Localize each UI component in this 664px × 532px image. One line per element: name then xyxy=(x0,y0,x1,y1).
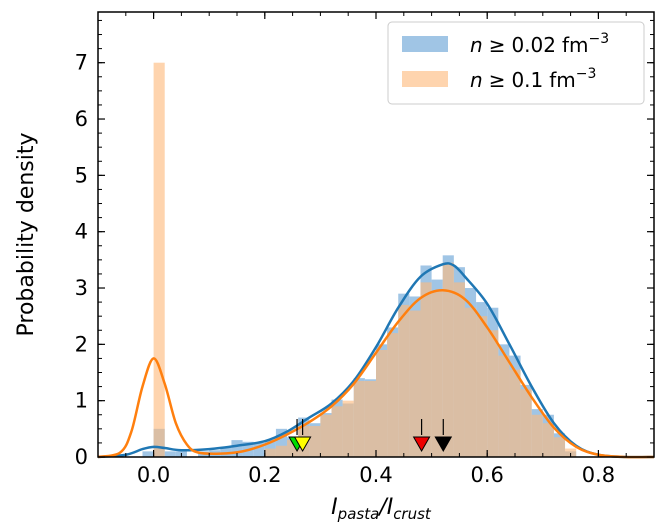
x-tick-label: 0.6 xyxy=(470,463,503,487)
y-tick-label: 7 xyxy=(75,51,88,75)
orange-histogram-bar xyxy=(309,426,321,457)
orange-histogram-bar xyxy=(431,290,443,457)
blue-histogram-bar xyxy=(231,440,243,457)
orange-histogram-bar xyxy=(275,445,288,457)
orange-histogram-bar xyxy=(264,448,276,457)
orange-histogram-bar xyxy=(353,380,365,457)
orange-histogram-bar xyxy=(520,389,532,457)
x-label-sub1: pasta xyxy=(337,505,380,523)
x-label-main: I xyxy=(331,495,338,520)
orange-histogram-bar xyxy=(464,307,477,457)
orange-histogram-bar xyxy=(453,282,465,457)
orange-histogram-bar xyxy=(442,262,454,457)
y-tick-label: 1 xyxy=(75,389,88,413)
y-tick-label: 3 xyxy=(75,276,88,300)
orange-histogram-bar xyxy=(542,423,554,457)
legend-box xyxy=(387,21,645,105)
blue-histogram-bar xyxy=(142,451,154,457)
legend-swatch-blue xyxy=(402,36,448,52)
x-label-sub2: crust xyxy=(393,505,432,523)
orange-histogram-bar xyxy=(409,310,421,457)
marker-triangle xyxy=(293,436,312,453)
y-tick-label: 2 xyxy=(75,332,88,356)
orange-histogram-bar xyxy=(398,304,410,457)
legend-swatch-orange xyxy=(402,71,448,87)
legend-entry-blue: n ≥0.02 fm−3 xyxy=(470,31,609,57)
orange-histogram-bar xyxy=(565,448,577,457)
blue-histogram-bar xyxy=(253,442,265,457)
y-tick-label: 5 xyxy=(75,163,88,187)
legend: n ≥0.02 fm−3 n ≥0.1 fm−3 xyxy=(387,21,645,105)
x-axis-label: Ipasta/Icrust xyxy=(331,495,432,523)
y-tick-label: 4 xyxy=(75,220,88,244)
x-tick-label: 0.2 xyxy=(248,463,281,487)
x-tick-label: 0.4 xyxy=(359,463,392,487)
y-tick-label: 6 xyxy=(75,107,88,131)
marker-triangle xyxy=(434,436,453,453)
orange-histogram-bar xyxy=(420,282,432,457)
orange-histogram-bar xyxy=(476,316,488,457)
blue-histogram-bar xyxy=(275,428,288,457)
ticks: 0.0 0.2 0.4 0.6 0.8 0 1 2 3 4 5 6 7 xyxy=(75,12,655,487)
orange-histogram-bar xyxy=(331,406,343,457)
orange-histogram-bar xyxy=(320,414,332,457)
x-tick-label: 0.8 xyxy=(582,463,615,487)
x-tick-label: 0.0 xyxy=(137,463,170,487)
orange-histogram-bar xyxy=(531,414,543,457)
orange-histogram-bar xyxy=(487,330,499,457)
orange-histogram-bar xyxy=(376,349,388,457)
markers xyxy=(288,419,453,453)
orange-histogram-bar xyxy=(342,400,354,457)
y-tick-label: 0 xyxy=(75,445,88,469)
orange-histogram-bar xyxy=(287,440,299,457)
orange-kde-line xyxy=(97,289,655,459)
orange-histogram-bar xyxy=(364,380,376,457)
x-label-slash: /I xyxy=(377,495,393,520)
legend-entry-orange: n ≥0.1 fm−3 xyxy=(470,66,596,92)
orange-histogram-bar xyxy=(387,333,399,457)
marker-triangle xyxy=(412,436,431,453)
orange-histogram-bar xyxy=(553,437,566,457)
orange-histogram xyxy=(153,62,577,458)
blue-kde-line xyxy=(97,262,655,459)
orange-histogram-bar xyxy=(153,62,165,458)
orange-histogram-bar xyxy=(509,369,521,457)
orange-histogram-bar xyxy=(498,355,510,457)
y-axis-label: Probability density xyxy=(14,133,39,337)
blue-histogram-bar xyxy=(164,451,176,457)
